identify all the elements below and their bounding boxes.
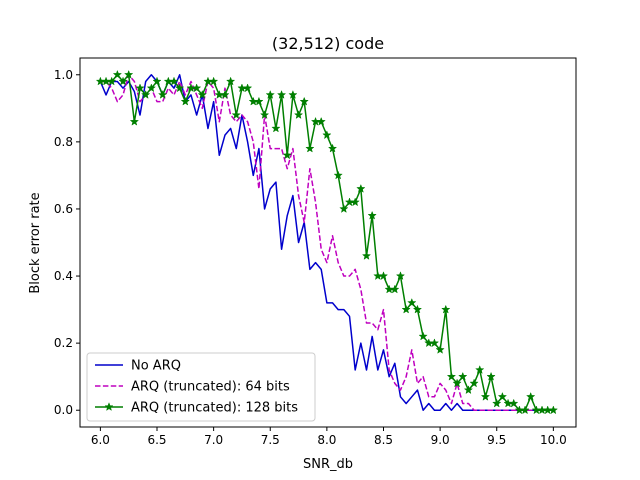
y-axis: 0.0 0.2 0.4 0.6 0.8 1.0 [54,68,80,417]
data-point-marker [112,69,123,79]
data-point-marker [124,69,134,79]
data-point-marker [271,123,281,133]
data-point-marker [141,89,151,99]
data-point-marker [259,110,270,120]
data-point-marker [486,371,496,381]
y-axis-label: Block error rate [28,192,43,293]
x-tick-label: 7.5 [261,433,280,447]
x-tick-label: 6.5 [147,433,166,447]
data-point-marker [492,398,502,408]
x-tick-label: 7.0 [204,433,223,447]
data-point-marker [220,89,230,99]
data-point-marker [231,110,241,120]
data-point-marker [107,76,117,86]
x-tick-label: 9.0 [431,433,450,447]
legend-label: ARQ (truncated): 128 bits [131,401,298,416]
legend-label: No ARQ [131,359,181,374]
data-point-marker [412,304,423,314]
data-point-marker [475,365,485,374]
plot-area [79,57,577,428]
data-point-marker [480,391,491,401]
data-point-marker [293,110,304,120]
data-point-marker [446,371,457,381]
data-point-marker [361,251,372,260]
data-point-marker [146,83,157,93]
data-point-marker [152,76,162,86]
y-tick-label: 0.6 [54,202,73,216]
data-point-marker [180,96,190,106]
data-point-marker [390,284,400,294]
data-point-marker [135,83,145,93]
chart-title: (32,512) code [272,34,384,53]
y-tick-label: 0.4 [54,269,73,283]
series-3 [95,69,559,415]
data-point-marker [497,391,508,401]
x-axis-label: SNR_db [303,457,353,472]
data-point-marker [208,76,219,86]
data-point-marker [316,116,326,126]
legend: No ARQ ARQ (truncated): 64 bits ARQ (trunc… [86,352,316,422]
data-point-marker [265,89,275,99]
data-point-marker [157,89,168,99]
data-point-marker [288,89,298,99]
data-point-marker [242,83,253,93]
data-point-marker [463,385,474,395]
y-tick-label: 1.0 [54,68,73,82]
x-tick-label: 8.0 [317,433,336,447]
legend-marker [104,402,114,411]
data-point-marker [282,150,292,160]
data-point-marker [327,143,338,153]
data-point-marker [395,271,406,281]
data-point-marker [526,391,536,401]
data-point-marker [509,398,519,408]
data-point-marker [118,76,128,86]
data-point-marker [169,76,179,86]
axes-frame [79,57,577,428]
series-layer [95,69,559,415]
y-tick-label: 0.0 [54,403,73,417]
data-point-marker [305,143,315,153]
data-point-marker [191,83,202,93]
y-tick-label: 0.8 [54,135,73,149]
x-tick-label: 6.0 [91,433,110,447]
series-2 [100,74,554,411]
data-point-marker [367,210,377,220]
data-point-marker [548,405,559,415]
data-point-marker [174,83,185,93]
legend-box [86,352,316,422]
data-point-marker [333,170,343,180]
data-point-marker [356,183,366,193]
y-tick-label: 0.2 [54,336,73,350]
data-point-marker [350,197,360,207]
data-point-marker [254,96,264,106]
x-tick-label: 8.5 [374,433,393,447]
data-point-marker [458,371,468,381]
data-point-marker [401,304,411,314]
data-point-marker [452,378,462,388]
data-point-marker [469,378,479,388]
data-point-marker [520,405,530,415]
data-point-marker [339,204,349,213]
data-point-marker [225,76,236,86]
series-line [100,74,554,411]
x-tick-label: 9.5 [487,433,506,447]
data-point-marker [435,344,445,354]
data-point-marker [129,116,140,126]
data-point-marker [322,130,332,140]
legend-label: ARQ (truncated): 64 bits [131,380,290,395]
data-point-marker [418,331,428,341]
data-point-marker [299,96,309,106]
data-point-marker [276,89,287,99]
x-tick-label: 10.0 [540,433,567,447]
data-point-marker [197,89,207,99]
data-point-marker [378,271,389,281]
x-axis: 6.0 6.5 7.0 7.5 8.0 8.5 9.0 9.5 10.0 [91,427,567,447]
data-point-marker [429,338,440,348]
data-point-marker [407,297,417,307]
data-point-marker [441,304,451,314]
